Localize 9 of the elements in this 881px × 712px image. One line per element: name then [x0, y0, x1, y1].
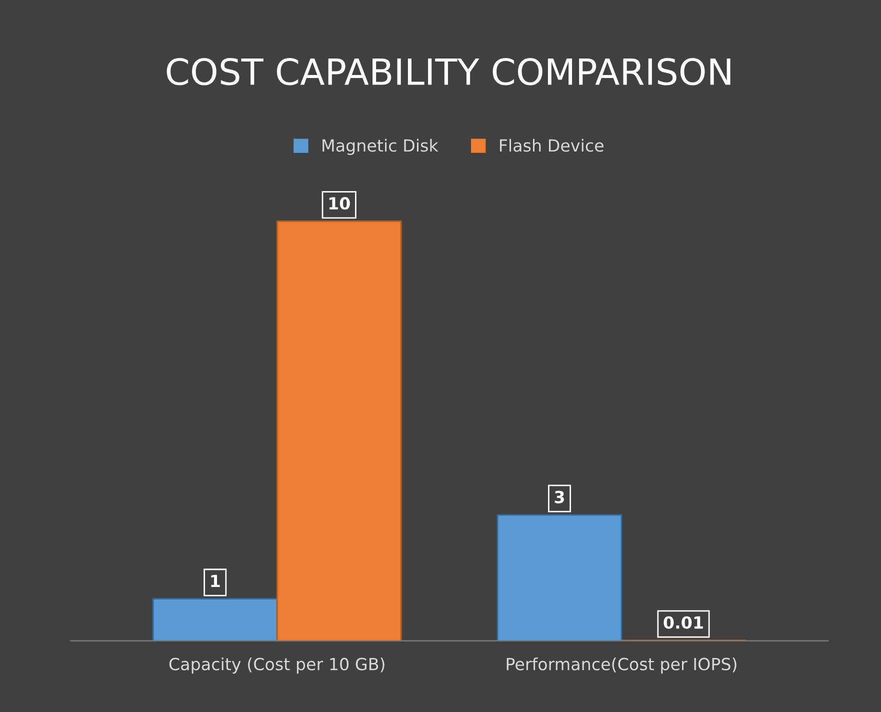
legend-label: Flash Device [500, 138, 604, 152]
x-tick-label: Performance(Cost per IOPS) [506, 657, 736, 674]
data-label: 1 [211, 574, 220, 588]
chart-title: COST CAPABILITY COMPARISON [166, 58, 730, 86]
x-tick-label: Capacity (Cost per 10 GB) [169, 657, 384, 674]
legend-label: Magnetic Disk [322, 138, 438, 156]
data-label: 3 [554, 490, 564, 504]
data-label: 0.01 [664, 616, 703, 629]
data-label: 10 [329, 197, 350, 210]
